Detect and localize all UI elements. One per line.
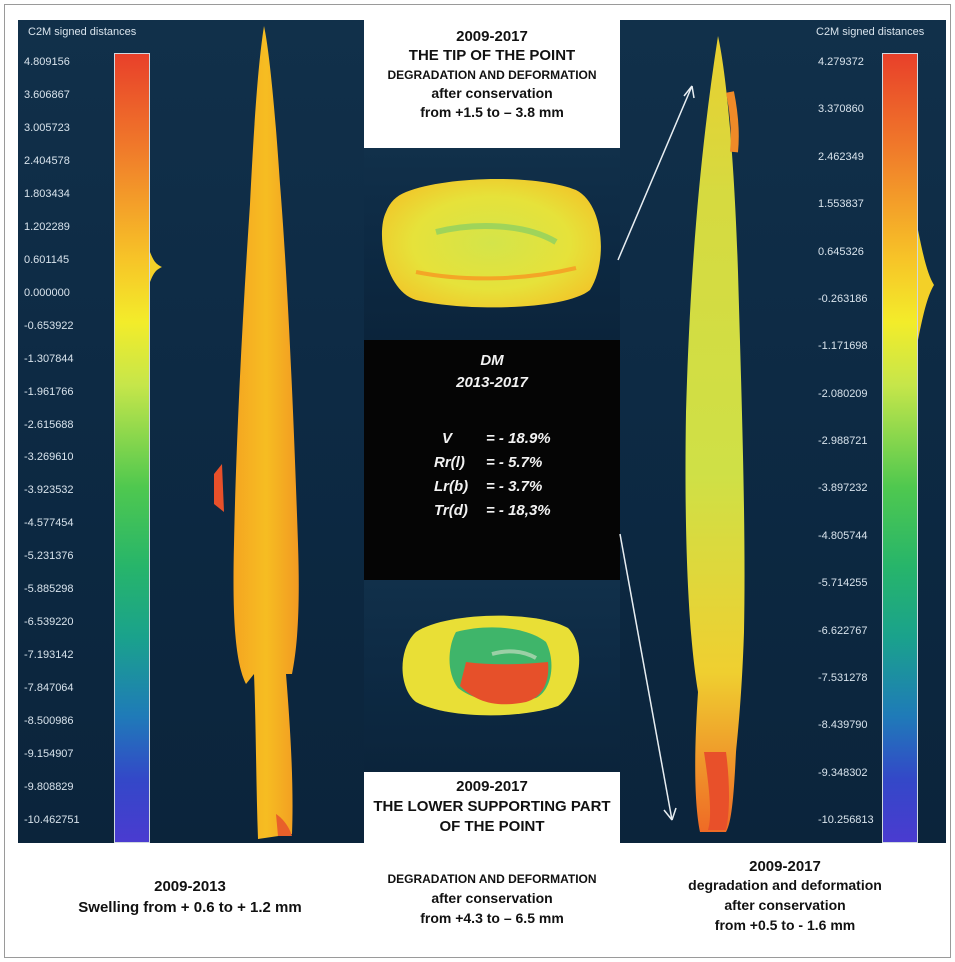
dm-row-lr-label: Lr(b): [434, 478, 469, 495]
right_scale-tick-label: -6.622767: [818, 624, 868, 637]
left_scale-tick-label: -2.615688: [24, 418, 74, 431]
dm-statistics-box: DM 2013-2017 V = - 18.9% Rr(l) = - 5.7% …: [364, 340, 620, 580]
right_scale-tick-label: -8.439790: [818, 719, 868, 732]
lower-cross-section-image: [402, 615, 580, 716]
dm-row-rr-value: = - 5.7%: [486, 454, 543, 471]
lower-section-panel: [364, 580, 620, 772]
right-caption-period: 2009-2017: [749, 858, 821, 875]
dm-row-tr-value: = - 18,3%: [486, 502, 551, 519]
right-scale-title: C2M signed distances: [816, 26, 925, 38]
lower-title-line1: THE LOWER SUPPORTING PART: [373, 798, 611, 815]
left-point-scan-image: [214, 26, 299, 839]
left-scan-panel: C2M signed distances 4.809156 3.606867 3.0…: [18, 20, 364, 843]
right-color-scale-bar: [882, 53, 918, 843]
left_scale-tick-label: -6.539220: [24, 616, 74, 629]
left_scale-tick-label: -1.307844: [24, 352, 74, 365]
dm-row-tr-label: Tr(d): [434, 502, 468, 519]
right_scale-tick-label: 1.553837: [818, 198, 864, 211]
left-scale-title: C2M signed distances: [28, 26, 137, 38]
left_scale-tick-label: -7.847064: [24, 682, 74, 695]
left-caption-period: 2009-2013: [154, 878, 226, 895]
left_scale-tick-label: -3.269610: [24, 451, 74, 464]
lower-detail-caption: DEGRADATION AND DEFORMATION after conser…: [364, 872, 620, 926]
right_scale-tick-label: 0.645326: [818, 245, 864, 258]
right-caption-range: from +0.5 to - 1.6 mm: [714, 917, 856, 933]
left-caption: 2009-2013 Swelling from + 0.6 to + 1.2 m…: [40, 878, 340, 916]
tip-after-conservation: after conservation: [431, 85, 553, 101]
right_scale-tick-label: 2.462349: [818, 150, 864, 163]
right-tip-arrow: [617, 85, 695, 261]
right_scale-tick-label: -9.348302: [818, 766, 868, 779]
right_scale-tick-label: -0.263186: [818, 292, 868, 305]
dm-period: 2013-2017: [456, 374, 528, 391]
dm-row-v-label: V: [442, 430, 453, 447]
right_scale-tick-label: 4.279372: [818, 56, 864, 68]
right_scale-tick-label: -5.714255: [818, 577, 868, 590]
left-caption-description: Swelling from + 0.6 to + 1.2 mm: [78, 899, 302, 916]
left-color-scale-bar: [114, 53, 150, 843]
tip-section-panel: [364, 148, 620, 340]
left_scale-tick-label: -5.231376: [24, 550, 74, 563]
left_scale-tick-label: -9.154907: [24, 748, 74, 761]
dm-title: DM: [480, 352, 504, 369]
left_scale-tick-label: -10.462751: [24, 814, 80, 826]
dm-row-rr-label: Rr(l): [434, 454, 465, 471]
tip-range: from +1.5 to – 3.8 mm: [420, 104, 564, 120]
dm-row-lr-value: = - 3.7%: [486, 478, 543, 495]
right-caption-after-conservation: after conservation: [724, 897, 846, 913]
left-histogram-mark: [150, 252, 162, 282]
right-scan-panel: C2M signed distances 4.279372 3.370860 2.4…: [617, 20, 946, 843]
left_scale-tick-label: -1.961766: [24, 385, 74, 398]
left_scale-tick-label: -0.653922: [24, 319, 74, 332]
left_scale-tick-label: 1.202289: [24, 220, 70, 233]
tip-period: 2009-2017: [456, 28, 528, 45]
lower-after-conservation: after conservation: [431, 890, 553, 906]
right_scale-tick-label: -3.897232: [818, 482, 868, 495]
right-base-arrow: [619, 533, 677, 821]
tip-description-box: 2009-2017 THE TIP OF THE POINT DEGRADATI…: [364, 20, 620, 148]
left_scale-tick-label: 0.601145: [24, 253, 70, 266]
lower-degradation-label: DEGRADATION AND DEFORMATION: [387, 872, 597, 886]
left_scale-tick-label: -8.500986: [24, 715, 74, 728]
right-caption-degradation: degradation and deformation: [688, 877, 882, 893]
right-histogram-mark: [918, 230, 934, 340]
dm-row-v-value: = - 18.9%: [486, 430, 551, 447]
left_scale-tick-label: 1.803434: [24, 187, 70, 200]
right_scale-tick-label: -10.256813: [818, 814, 874, 826]
left_scale-tick-label: 0.000000: [24, 286, 70, 299]
left_scale-tick-label: -7.193142: [24, 649, 74, 662]
right-point-scan-image: [685, 36, 745, 832]
tip-degradation-label: DEGRADATION AND DEFORMATION: [387, 68, 597, 82]
lower-title-line2: OF THE POINT: [439, 818, 545, 835]
right_scale-tick-label: -4.805744: [818, 529, 868, 542]
right_scale-tick-label: -2.988721: [818, 435, 868, 447]
right_scale-tick-label: -1.171698: [818, 340, 868, 353]
right-caption: 2009-2017 degradation and deformation af…: [630, 858, 940, 933]
tip-title: THE TIP OF THE POINT: [408, 47, 576, 64]
left_scale-tick-label: -5.885298: [24, 583, 74, 596]
lower-period: 2009-2017: [456, 778, 528, 795]
right_scale-tick-label: 3.370860: [818, 103, 864, 116]
tip-cross-section-image: [381, 178, 601, 308]
lower-range: from +4.3 to – 6.5 mm: [420, 910, 564, 926]
left_scale-tick-label: -4.577454: [24, 517, 74, 530]
left_scale-tick-label: 2.404578: [24, 154, 70, 167]
right_scale-tick-label: -2.080209: [818, 387, 868, 400]
left_scale-tick-label: 3.005723: [24, 121, 70, 134]
right_scale-tick-label: -7.531278: [818, 671, 868, 684]
left_scale-tick-label: 4.809156: [24, 56, 70, 68]
left_scale-tick-label: -3.923532: [24, 484, 74, 497]
lower-description-box: 2009-2017 THE LOWER SUPPORTING PART OF T…: [364, 772, 620, 850]
left_scale-tick-label: 3.606867: [24, 88, 70, 101]
left_scale-tick-label: -9.808829: [24, 781, 74, 794]
